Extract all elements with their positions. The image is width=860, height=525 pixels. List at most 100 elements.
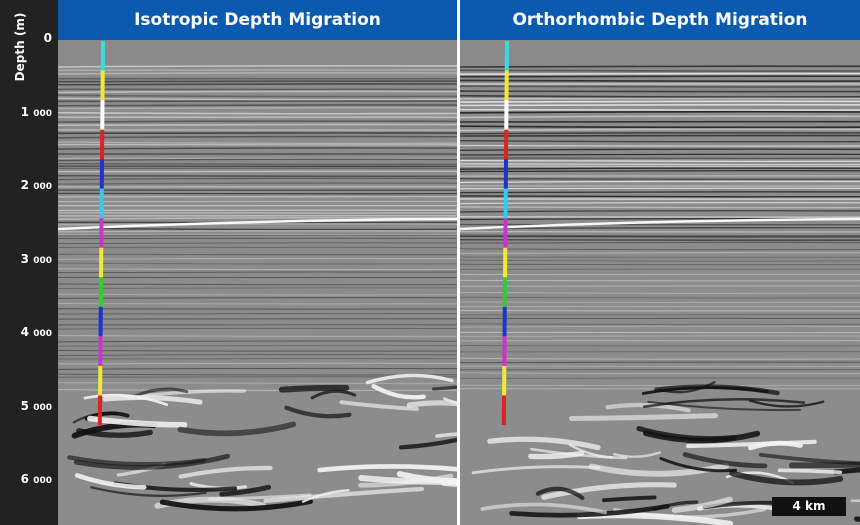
reflector [58,297,457,299]
reflector [73,453,231,470]
reflector [58,72,457,75]
reflector [460,163,860,166]
reflector [460,252,860,254]
reflector [460,357,860,360]
reflector [460,169,860,173]
isotropic-panel: Isotropic Depth Migration [58,0,457,525]
reflector [58,106,457,110]
reflector [460,325,860,328]
reflector [460,115,860,119]
reflector [365,373,454,385]
reflector [74,473,147,490]
reflector [460,238,860,242]
reflector [460,159,860,163]
reflector [460,128,860,132]
depth-axis: Depth (m) 0 1 000 2 000 3 000 4 000 5 000 6 00… [0,0,58,525]
seismic-section [58,40,457,525]
depth-tick-label: 0 [43,31,52,45]
reflector [284,405,352,419]
reflector [58,163,457,165]
depth-axis-title: Depth (m) [13,12,27,82]
reflector [178,465,273,479]
reflector [659,456,737,473]
water-column [460,40,860,68]
water-column [58,40,457,68]
reflector [528,450,585,460]
reflector [58,217,457,231]
reflector [480,502,608,515]
reflector [460,191,860,194]
reflector [58,389,457,391]
reflector [431,385,457,391]
reflector [371,383,426,400]
reflector [58,123,457,127]
reflector [219,484,272,497]
reflector [58,158,457,162]
reflector [58,230,457,233]
reflector [460,72,860,75]
reflector [177,421,297,437]
reflector [90,486,207,497]
reflector [460,167,860,170]
panel-divider [457,0,460,525]
reflector [460,85,860,88]
reflector [460,227,860,229]
reflector [58,90,457,94]
reflector [568,413,718,422]
reflector [58,287,457,289]
reflector [58,344,457,347]
reflector [686,439,817,449]
depth-tick-label: 3 000 [20,251,52,266]
reflector [643,430,761,444]
reflector [588,462,730,477]
reflector [58,340,457,343]
reflector [460,361,860,364]
reflector [758,452,860,466]
reflector [568,443,614,459]
reflector [208,493,312,501]
reflector [460,69,860,72]
reflector [460,140,860,143]
reflector [406,400,457,408]
reflector [602,495,657,503]
reflector [358,473,454,488]
seismic-section [460,40,860,525]
reflector [460,365,860,368]
reflector [748,399,825,408]
reflector [58,367,457,370]
reflector [317,464,457,473]
reflector [460,100,860,103]
depth-tick-label: 6 000 [20,472,52,486]
reflector [58,293,457,296]
reflector [310,389,357,400]
reflector [58,97,457,101]
reflector [339,400,419,411]
depth-tick-label: 4 000 [20,325,52,339]
seismic-background [460,68,860,525]
reflector [509,503,670,518]
reflector [682,452,768,469]
reflector [487,436,601,451]
reflector [278,384,350,393]
reflector [159,498,313,512]
reflector [460,125,860,129]
reflector [613,451,662,458]
reflector [58,83,457,86]
reflector [460,132,860,135]
reflector [133,387,189,398]
reflector [460,279,860,282]
reflector [460,241,860,244]
reflector [58,227,457,231]
reflector [442,397,457,405]
reflector [460,217,860,231]
reflector [729,470,844,486]
reflector [58,217,457,220]
reflector [460,210,860,213]
reflector [58,64,457,68]
orthorhombic-panel: Orthorhombic Depth Migration [460,0,860,525]
reflector [833,467,860,475]
reflector [102,395,203,405]
reflector [58,135,457,139]
reflector [460,201,860,205]
reflector [460,234,860,237]
